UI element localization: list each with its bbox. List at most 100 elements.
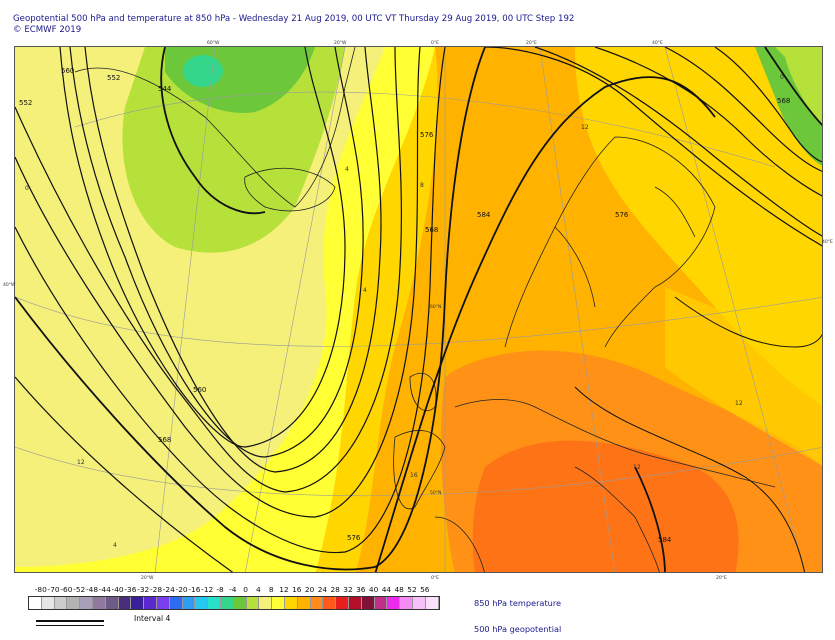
legend-swatch bbox=[169, 597, 183, 609]
legend-value: 20 bbox=[304, 585, 315, 594]
legend-swatch bbox=[29, 597, 42, 609]
legend-swatch bbox=[323, 597, 337, 609]
contour-label: 552 bbox=[107, 74, 120, 82]
graticule-label: 40°E bbox=[822, 240, 833, 245]
legend-value: 32 bbox=[343, 585, 353, 594]
legend-swatch bbox=[156, 597, 170, 609]
legend-swatch bbox=[92, 597, 106, 609]
legend-value: 12 bbox=[279, 585, 289, 594]
legend-value: 52 bbox=[407, 585, 417, 594]
temp-label-group: 12 8 4 4 12 12 0 0 4 16 12 bbox=[25, 74, 784, 549]
temp-label: 12 bbox=[633, 464, 641, 471]
legend-swatch bbox=[131, 597, 145, 609]
legend-swatch bbox=[400, 597, 413, 609]
legend-swatch bbox=[259, 597, 273, 609]
legend-value: 56 bbox=[420, 585, 430, 594]
geopotential-contours bbox=[15, 47, 822, 572]
legend-value: 44 bbox=[381, 585, 392, 594]
legend-swatch bbox=[272, 597, 285, 609]
copyright: © ECMWF 2019 bbox=[13, 25, 82, 35]
legend-value: 28 bbox=[330, 585, 340, 594]
legend-value: 8 bbox=[268, 585, 274, 594]
legend-value: -24 bbox=[162, 585, 175, 594]
legend-swatch bbox=[374, 597, 388, 609]
legend-swatch bbox=[233, 597, 247, 609]
legend-value: 4 bbox=[256, 585, 261, 594]
contour-label: 568 bbox=[425, 226, 438, 234]
legend-value: -36 bbox=[124, 585, 137, 594]
weather-map: 552 544 560 568 576 584 576 568 560 552 … bbox=[14, 46, 823, 573]
temp-label: 0 bbox=[780, 74, 784, 81]
contour-label: 576 bbox=[347, 534, 361, 542]
legend-swatch bbox=[182, 597, 196, 609]
temp-label: 12 bbox=[77, 459, 85, 466]
temp-band-east bbox=[665, 287, 822, 466]
legend-swatch bbox=[246, 597, 260, 609]
contour-label: 576 bbox=[420, 131, 434, 139]
contour-label: 584 bbox=[477, 211, 491, 219]
contour-label: 568 bbox=[158, 436, 171, 444]
legend-swatch bbox=[425, 597, 439, 609]
legend-value: -8 bbox=[216, 585, 224, 594]
legend-swatch bbox=[220, 597, 234, 609]
temp-band-12 bbox=[15, 47, 822, 406]
legend-swatch bbox=[208, 597, 221, 609]
graticule-label: 0°E bbox=[431, 576, 439, 581]
temp-label: 4 bbox=[363, 287, 367, 294]
contour-label: 544 bbox=[158, 85, 172, 93]
legend-value: -12 bbox=[201, 585, 214, 594]
legend-swatch bbox=[54, 597, 68, 609]
legend-value: 16 bbox=[292, 585, 302, 594]
legend-swatch bbox=[387, 597, 401, 609]
legend-value: -16 bbox=[188, 585, 201, 594]
legend-swatch bbox=[348, 597, 362, 609]
legend-value: -32 bbox=[137, 585, 150, 594]
contour-label: 552 bbox=[19, 99, 32, 107]
legend-swatch bbox=[118, 597, 132, 609]
temp-band-ne2 bbox=[775, 47, 822, 125]
interval-label: Interval 4 bbox=[134, 614, 171, 623]
legend-value: 24 bbox=[317, 585, 328, 594]
chart-title-block: Geopotential 500 hPa and temperature at … bbox=[13, 14, 574, 36]
temperature-legend-label: 850 hPa temperature bbox=[474, 598, 562, 608]
temp-label: 4 bbox=[345, 166, 349, 173]
temp-label: 16 bbox=[410, 472, 418, 479]
legend-value: -48 bbox=[85, 585, 99, 594]
legend-value: -60 bbox=[60, 585, 73, 594]
contour-label: 584 bbox=[658, 536, 672, 544]
contour-label: 576 bbox=[615, 211, 629, 219]
geopotential-line-sample bbox=[36, 620, 104, 626]
legend-value: 0 bbox=[243, 585, 248, 594]
legend-swatch bbox=[67, 597, 81, 609]
legend-value: -28 bbox=[149, 585, 163, 594]
legend-value: 40 bbox=[368, 585, 379, 594]
temp-label: 12 bbox=[735, 400, 743, 407]
temp-label: 8 bbox=[420, 182, 424, 189]
legend-value: -44 bbox=[98, 585, 111, 594]
legend-swatch bbox=[80, 597, 93, 609]
legend-swatch bbox=[297, 597, 311, 609]
contour-label: 560 bbox=[61, 67, 74, 75]
geopotential-legend-label: 500 hPa geopotential bbox=[474, 624, 562, 634]
legend-value: -4 bbox=[229, 585, 237, 594]
temp-band-neg8 bbox=[183, 55, 223, 87]
contour-label: 560 bbox=[193, 386, 206, 394]
legend-swatch bbox=[144, 597, 157, 609]
legend-swatch bbox=[195, 597, 209, 609]
temp-label: 4 bbox=[113, 542, 117, 549]
legend-value: -20 bbox=[175, 585, 188, 594]
temp-label: 12 bbox=[581, 124, 589, 131]
legend-swatch bbox=[310, 597, 324, 609]
legend-swatch bbox=[412, 597, 426, 609]
legend-value: -70 bbox=[47, 585, 60, 594]
legend-value: -80 bbox=[34, 585, 47, 594]
legend-color-bar bbox=[28, 596, 440, 610]
legend-value: -52 bbox=[73, 585, 86, 594]
graticule-label: 20°E bbox=[716, 576, 727, 581]
coastlines bbox=[74, 47, 776, 572]
legend-swatch bbox=[284, 597, 298, 609]
legend-swatch bbox=[336, 597, 349, 609]
chart-title: Geopotential 500 hPa and temperature at … bbox=[13, 14, 575, 24]
legend-swatch bbox=[105, 597, 119, 609]
legend-value: 36 bbox=[356, 585, 366, 594]
